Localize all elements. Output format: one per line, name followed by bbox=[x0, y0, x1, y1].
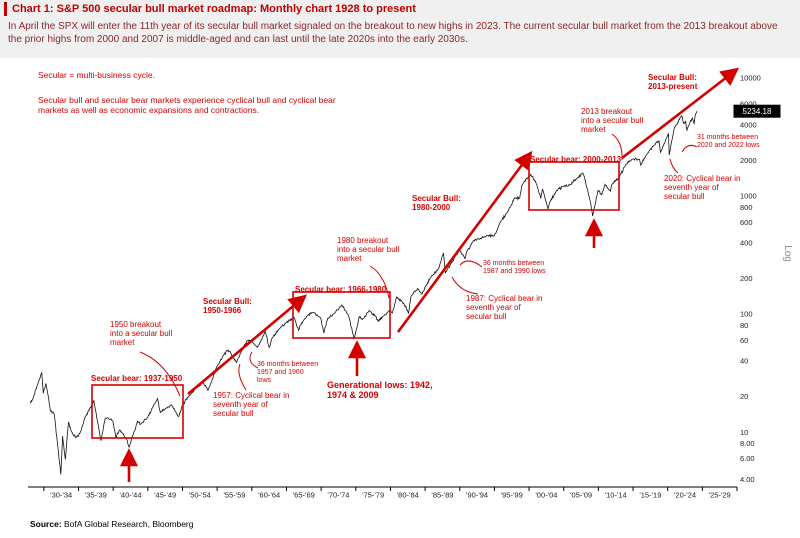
label-secular-bull-1980: Secular Bull: 1980-2000 bbox=[412, 194, 461, 213]
pointer-curve bbox=[669, 158, 679, 174]
annotation-36-months-1987-1990: 36 months between 1987 and 1990 lows bbox=[483, 260, 546, 276]
source-text: BofA Global Research, Bloomberg bbox=[61, 519, 194, 529]
pointer-curve bbox=[451, 276, 479, 295]
pointer-curve bbox=[459, 260, 483, 268]
source-note: Source: BofA Global Research, Bloomberg bbox=[30, 519, 193, 529]
last-price-badge: 5234.18 bbox=[733, 104, 781, 118]
annotation-secular-definition: Secular = multi-business cycle. bbox=[38, 70, 155, 80]
y-axis-tick-label: 2000 bbox=[740, 156, 757, 165]
pointer-curve bbox=[238, 363, 247, 391]
annotation-1980-breakout: 1980 breakout into a secular bull market bbox=[337, 236, 400, 264]
x-axis-tick-label: '15-'19 bbox=[639, 491, 661, 500]
y-axis-tick-label: 10000 bbox=[740, 74, 761, 83]
generational-low-arrows bbox=[119, 218, 604, 482]
y-axis-tick-label: 6.00 bbox=[740, 454, 755, 463]
pointer-curve bbox=[369, 265, 390, 299]
annotation-secular-explanation: Secular bull and secular bear markets ex… bbox=[38, 95, 336, 115]
y-axis-tick-label: 200 bbox=[740, 274, 753, 283]
pointer-curve bbox=[249, 351, 259, 369]
pointer-curve bbox=[681, 144, 698, 153]
y-axis-tick-label: 60 bbox=[740, 336, 748, 345]
x-axis-tick-label: '25-'29 bbox=[709, 491, 731, 500]
secular-bear-box bbox=[292, 291, 391, 339]
x-axis-tick-label: '70-'74 bbox=[327, 491, 349, 500]
x-axis-tick-label: '55-'59 bbox=[223, 491, 245, 500]
secular-bull-arrow bbox=[396, 150, 533, 333]
secular-bear-box bbox=[528, 161, 620, 211]
x-axis-tick-label: '05-'09 bbox=[570, 491, 592, 500]
x-axis-tick-label: '75-'79 bbox=[362, 491, 384, 500]
annotation-31-months-2020-2022: 31 months between 2020 and 2022 lows bbox=[697, 134, 760, 150]
label-secular-bull-1950: Secular Bull: 1950-1966 bbox=[203, 297, 252, 316]
annotation-2013-breakout: 2013 breakout into a secular bull market bbox=[581, 107, 644, 135]
y-axis-tick-label: 40 bbox=[740, 357, 748, 366]
y-axis-tick-label: 400 bbox=[740, 239, 753, 248]
annotation-2020-cyclical-bear: 2020: Cyclical bear in seventh year of s… bbox=[664, 174, 741, 202]
x-axis-tick-label: '65-'69 bbox=[293, 491, 315, 500]
x-axis-tick-label: '80-'84 bbox=[397, 491, 419, 500]
annotation-36-months-1957-1960: 36 months between 1957 and 1960 lows bbox=[257, 361, 319, 385]
secular-bull-arrows bbox=[187, 67, 740, 395]
y-axis-tick-label: 20 bbox=[740, 392, 748, 401]
x-axis-tick-label: '40-'44 bbox=[119, 491, 141, 500]
label-secular-bear-1937: Secular bear: 1937-1950 bbox=[91, 374, 183, 383]
x-axis-tick-label: '50-'54 bbox=[189, 491, 211, 500]
x-axis: '30-'34 '35-'39 '40-'44 '45-'49 '50-'54 '55-'… bbox=[28, 486, 738, 500]
chart-header: Chart 1: S&P 500 secular bull market roa… bbox=[0, 0, 800, 58]
y-axis-tick-label: 100 bbox=[740, 310, 753, 319]
y-axis-tick-label: 6000 bbox=[740, 100, 757, 109]
label-secular-bear-2000: Secular bear: 2000-2013 bbox=[530, 155, 622, 164]
annotation-generational-lows: Generational lows: 1942, 1974 & 2009 bbox=[327, 380, 433, 401]
log-scale-label: Log bbox=[782, 245, 794, 262]
y-axis-tick-label: 1000 bbox=[740, 192, 757, 201]
x-axis-tick-label: '95-'99 bbox=[501, 491, 523, 500]
y-axis-tick-label: 600 bbox=[740, 218, 753, 227]
y-axis-tick-label: 4.00 bbox=[740, 475, 755, 484]
annotation-1987-cyclical-bear: 1987: Cyclical bear in seventh year of s… bbox=[466, 294, 543, 322]
secular-bear-box bbox=[91, 384, 184, 439]
x-axis-tick-label: '90-'94 bbox=[466, 491, 488, 500]
label-secular-bull-2013: Secular Bull: 2013-present bbox=[648, 73, 698, 92]
annotation-1957-cyclical-bear: 1957: Cyclical bear in seventh year of s… bbox=[213, 391, 290, 419]
y-axis-tick-label: 80 bbox=[740, 321, 748, 330]
x-axis-tick-label: '35-'39 bbox=[85, 491, 107, 500]
x-axis-tick-label: '85-'89 bbox=[431, 491, 453, 500]
x-axis-tick-label: '60-'64 bbox=[258, 491, 280, 500]
y-axis-tick-label: 8.00 bbox=[740, 439, 755, 448]
secular-bull-arrow bbox=[187, 294, 307, 395]
price-line bbox=[29, 111, 698, 475]
y-axis: 10000 6000 4000 2000 1000 800 600 400 200 100 80 60… bbox=[740, 74, 761, 484]
x-axis-tick-label: '20-'24 bbox=[674, 491, 696, 500]
y-axis-tick-label: 10 bbox=[740, 428, 748, 437]
label-secular-bear-1966: Secular bear: 1966-1980 bbox=[295, 285, 387, 294]
secular-bear-boxes bbox=[91, 161, 620, 439]
x-axis-tick-label: '10-'14 bbox=[605, 491, 627, 500]
annotation-1950-breakout: 1950 breakout into a secular bull market bbox=[110, 320, 173, 348]
x-axis-tick-label: '45-'49 bbox=[154, 491, 176, 500]
chart-title: Chart 1: S&P 500 secular bull market roa… bbox=[4, 2, 416, 16]
x-axis-tick-label: '30-'34 bbox=[50, 491, 72, 500]
chart-subtitle: In April the SPX will enter the 11th yea… bbox=[8, 21, 778, 45]
y-axis-tick-label: 800 bbox=[740, 203, 753, 212]
pointer-curve bbox=[139, 351, 181, 397]
secular-bull-arrow bbox=[621, 67, 740, 160]
source-label: Source: bbox=[30, 519, 62, 529]
y-axis-tick-label: 4000 bbox=[740, 120, 757, 129]
last-price-value: 5234.18 bbox=[743, 107, 772, 116]
x-axis-tick-label: '00-'04 bbox=[535, 491, 557, 500]
annotation-pointers bbox=[139, 133, 698, 397]
